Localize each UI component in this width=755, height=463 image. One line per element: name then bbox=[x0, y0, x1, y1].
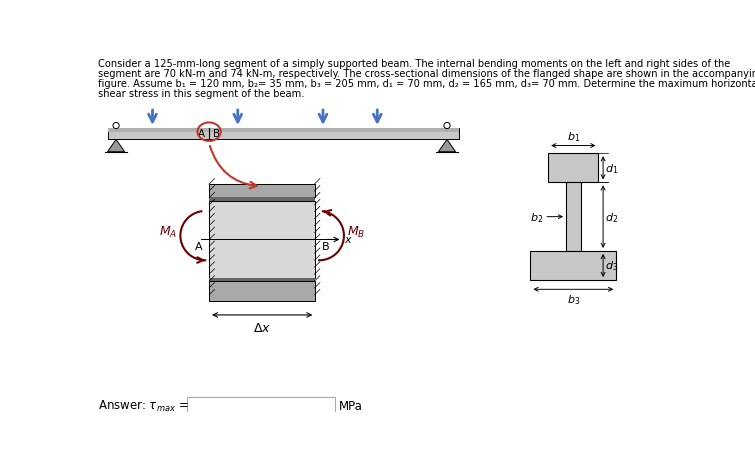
Bar bbox=[209, 201, 316, 278]
Circle shape bbox=[444, 123, 450, 129]
Text: $d_1$: $d_1$ bbox=[606, 162, 618, 175]
Text: $d_2$: $d_2$ bbox=[606, 210, 618, 224]
Bar bbox=[209, 278, 316, 282]
Text: $d_3$: $d_3$ bbox=[606, 259, 618, 273]
Text: Answer: $\tau_{max}$ =: Answer: $\tau_{max}$ = bbox=[98, 398, 189, 413]
Text: shear stress in this segment of the beam.: shear stress in this segment of the beam… bbox=[98, 88, 304, 99]
Text: $b_3$: $b_3$ bbox=[567, 293, 580, 307]
Polygon shape bbox=[107, 140, 125, 152]
Text: $\Delta x$: $\Delta x$ bbox=[253, 321, 271, 334]
Text: Consider a 125-mm-long segment of a simply supported beam. The internal bending : Consider a 125-mm-long segment of a simp… bbox=[98, 59, 731, 69]
Text: x: x bbox=[345, 235, 351, 245]
Circle shape bbox=[113, 123, 119, 129]
Text: MPa: MPa bbox=[339, 399, 363, 412]
Text: segment are 70 kN-m and 74 kN-m, respectively. The cross-sectional dimensions of: segment are 70 kN-m and 74 kN-m, respect… bbox=[98, 69, 755, 79]
Polygon shape bbox=[439, 140, 455, 152]
Text: A: A bbox=[196, 241, 203, 251]
Bar bbox=[187, 397, 334, 413]
Text: A: A bbox=[198, 129, 205, 139]
Bar bbox=[566, 183, 581, 251]
Text: $b_1$: $b_1$ bbox=[567, 130, 580, 144]
Bar bbox=[209, 282, 316, 301]
Bar bbox=[209, 198, 316, 201]
Bar bbox=[108, 129, 458, 132]
Text: B: B bbox=[213, 129, 220, 139]
Text: $M_A$: $M_A$ bbox=[159, 225, 177, 240]
Bar bbox=[548, 154, 599, 183]
Bar bbox=[209, 185, 316, 198]
Text: figure. Assume b₁ = 120 mm, b₂= 35 mm, b₃ = 205 mm, d₁ = 70 mm, d₂ = 165 mm, d₃=: figure. Assume b₁ = 120 mm, b₂= 35 mm, b… bbox=[98, 79, 755, 88]
Text: $b_2$: $b_2$ bbox=[529, 210, 543, 224]
Bar bbox=[108, 129, 458, 140]
Bar bbox=[531, 251, 616, 281]
Text: B: B bbox=[322, 241, 329, 251]
Text: $M_B$: $M_B$ bbox=[347, 225, 365, 240]
